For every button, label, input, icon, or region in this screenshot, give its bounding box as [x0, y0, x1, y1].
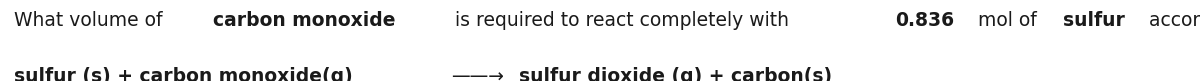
Text: carbon monoxide: carbon monoxide	[214, 11, 396, 30]
Text: is required to react completely with: is required to react completely with	[449, 11, 794, 30]
Text: What volume of: What volume of	[14, 11, 168, 30]
Text: sulfur: sulfur	[1063, 11, 1124, 30]
Text: according to the following reaction at 0°C and 1 atm?: according to the following reaction at 0…	[1142, 11, 1200, 30]
Text: ——→: ——→	[451, 67, 504, 81]
Text: mol of: mol of	[972, 11, 1043, 30]
Text: 0.836: 0.836	[895, 11, 954, 30]
Text: sulfur dioxide (g) + carbon(s): sulfur dioxide (g) + carbon(s)	[520, 67, 833, 81]
Text: sulfur (s) + carbon monoxide(g): sulfur (s) + carbon monoxide(g)	[14, 67, 353, 81]
